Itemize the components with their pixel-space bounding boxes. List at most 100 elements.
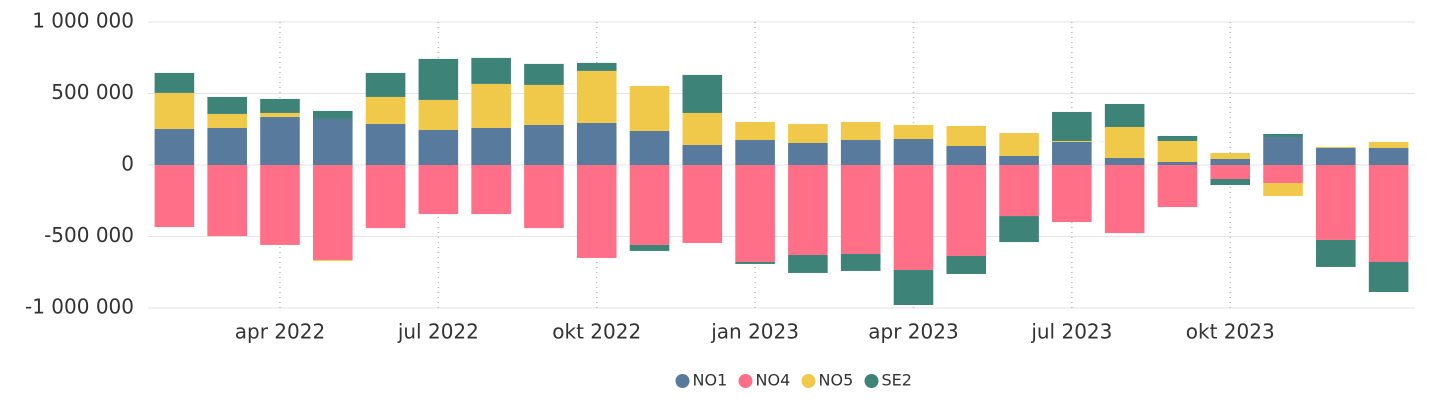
bar-segment — [788, 165, 828, 255]
bar-segment — [999, 216, 1039, 243]
bar-segment — [735, 261, 775, 264]
bar-segment — [471, 83, 511, 128]
y-tick-label: -500 000 — [44, 223, 134, 247]
bar-segment — [788, 254, 828, 273]
legend-label: SE2 — [882, 371, 912, 390]
bar-segment — [629, 85, 670, 131]
bar-segment — [629, 165, 670, 245]
bar-segment — [999, 132, 1039, 156]
legend-marker — [675, 374, 690, 388]
bar-segment — [682, 112, 723, 145]
bar-segment — [1263, 165, 1303, 184]
bar-segment — [260, 165, 300, 245]
legend-label: NO4 — [756, 371, 791, 390]
bar-segment — [471, 57, 511, 84]
bar-segment — [365, 72, 406, 97]
bar-segment — [893, 269, 934, 305]
bar-segment — [1052, 165, 1092, 223]
bar-segment — [682, 165, 723, 243]
bar-segment — [524, 165, 564, 229]
bar-segment — [1157, 140, 1198, 162]
bar-segment — [1263, 136, 1303, 165]
bar-segment — [576, 70, 617, 123]
legend-label: NO1 — [693, 371, 728, 390]
bar-segment — [946, 125, 987, 146]
bar-segment — [1157, 165, 1198, 208]
bar-segment — [1316, 147, 1356, 165]
bar-segment — [365, 123, 406, 165]
bar-segment — [1052, 141, 1092, 165]
bar-segment — [524, 124, 564, 165]
bar-segment — [999, 155, 1039, 165]
bar-segment — [1210, 165, 1251, 180]
bar-segment — [1052, 140, 1092, 142]
bar-segment — [788, 123, 828, 143]
y-tick-label: 500 000 — [51, 80, 134, 104]
bar-segment — [312, 118, 353, 165]
bar-segment — [1368, 141, 1409, 148]
bar-segment — [1210, 179, 1251, 186]
bar-segment — [946, 145, 987, 165]
bar-segment — [682, 144, 723, 165]
bar-segment — [365, 96, 406, 124]
x-tick-label: okt 2022 — [552, 320, 641, 344]
bar-segment — [999, 165, 1039, 217]
bar-segment — [365, 165, 406, 229]
x-tick-label: jul 2023 — [1030, 320, 1112, 344]
bar-segment — [154, 165, 195, 228]
x-tick-label: apr 2023 — [868, 320, 958, 344]
bar-segment — [682, 74, 723, 113]
bar-segment — [893, 138, 934, 165]
bar-segment — [788, 142, 828, 165]
bar-segment — [524, 63, 564, 85]
bar-segment — [893, 124, 934, 139]
bar-segment — [629, 244, 670, 251]
y-tick-label: 1 000 000 — [32, 9, 134, 33]
bar-segment — [735, 139, 775, 165]
bar-segment — [207, 127, 247, 165]
x-tick-label: okt 2023 — [1186, 320, 1275, 344]
bar-segment — [1104, 103, 1145, 127]
bar-segment — [1157, 161, 1198, 165]
bar-segment — [1263, 183, 1303, 197]
bar-segment — [1368, 165, 1409, 262]
bar-segment — [207, 96, 247, 114]
bar-segment — [735, 165, 775, 262]
bar-segment — [260, 98, 300, 113]
bar-segment — [260, 116, 300, 165]
x-tick-label: jan 2023 — [710, 320, 799, 344]
bar-segment — [946, 255, 987, 274]
bar-segment — [471, 165, 511, 215]
legend-label: NO5 — [819, 371, 854, 390]
bar-segment — [207, 113, 247, 128]
x-tick-label: apr 2022 — [235, 320, 325, 344]
bar-segment — [524, 84, 564, 125]
bar-segment — [154, 92, 195, 129]
bar-segment — [1104, 165, 1145, 234]
bar-segment — [1263, 133, 1303, 137]
y-tick-label: -1 000 000 — [25, 295, 134, 319]
bar-segment — [1210, 158, 1251, 165]
bar-segment — [576, 122, 617, 165]
bar-segment — [1157, 135, 1198, 141]
bar-segment — [946, 165, 987, 256]
bar-segment — [629, 130, 670, 165]
bar-segment — [840, 253, 881, 271]
bar-segment — [840, 139, 881, 165]
bar-segment — [1052, 111, 1092, 141]
bar-segment — [418, 99, 459, 130]
bar-segment — [312, 165, 353, 260]
bar-segment — [1104, 157, 1145, 165]
bar-segment — [1368, 147, 1409, 165]
bar-segment — [1316, 146, 1356, 148]
bar-segment — [576, 165, 617, 258]
bar-segment — [312, 110, 353, 119]
bar-segment — [1210, 152, 1251, 159]
legend-marker — [801, 374, 816, 388]
bar-segment — [418, 165, 459, 215]
bar-segment — [471, 127, 511, 165]
bar-segment — [1316, 165, 1356, 240]
x-tick-label: jul 2022 — [397, 320, 479, 344]
